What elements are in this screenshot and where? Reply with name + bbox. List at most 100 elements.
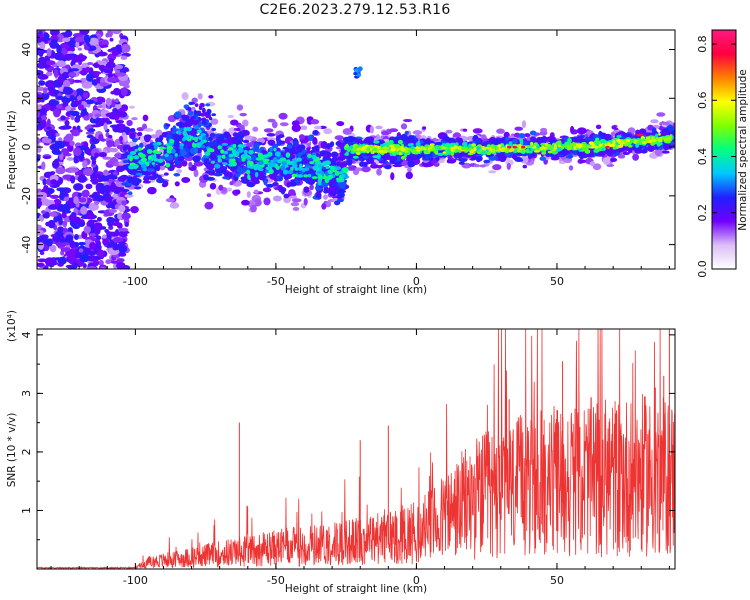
spectrogram-cell-550 — [49, 30, 60, 37]
spectrogram-cell-899 — [105, 112, 117, 118]
spectrogram-cell-494 — [102, 238, 109, 246]
spectrogram-cell-3804 — [215, 170, 225, 174]
spectrogram-cell-4766 — [642, 138, 647, 141]
spectrogram-cell-4299 — [519, 138, 524, 144]
spectrogram-cell-1201 — [617, 154, 626, 159]
spectrogram-cell-4810 — [507, 145, 512, 149]
spectrogram-cell-603 — [94, 101, 100, 105]
spectrogram-cell-3330 — [638, 128, 647, 136]
spectrogram-cell-1273 — [128, 105, 136, 109]
spectrogram-cell-1849 — [226, 187, 232, 192]
spectrogram-cell-650 — [124, 221, 129, 227]
spectrogram-cell-1912 — [473, 164, 481, 168]
spectrogram-cell-541 — [91, 124, 102, 128]
spectrogram-cell-1933 — [298, 134, 305, 140]
spectrogram-cell-1390 — [176, 169, 183, 174]
spectrogram-cell-896 — [109, 124, 120, 129]
spectrogram-x-tick-label: 0 — [413, 275, 420, 288]
spectrogram-cell-1958 — [130, 206, 139, 214]
spectrogram-cell-3785 — [276, 175, 284, 182]
spectrogram-cell-1885 — [414, 134, 422, 138]
spectrogram-cell-785 — [77, 47, 82, 51]
spectrogram-cell-1727 — [479, 164, 487, 168]
spectrogram-cell-891 — [48, 41, 58, 47]
spectrogram-cell-404 — [102, 156, 112, 160]
spectrogram-cell-1052 — [334, 135, 344, 141]
spectrogram-cell-4300 — [327, 176, 333, 180]
spectrogram-cell-734 — [106, 174, 115, 180]
chart-title: C2E6.2023.279.12.53.R16 — [259, 2, 451, 18]
spectrogram-cell-781 — [64, 30, 73, 38]
spectrogram-cell-4634 — [668, 138, 673, 142]
spectrogram-cell-4650 — [458, 146, 462, 151]
spectrogram-cell-3078 — [121, 182, 129, 186]
spectrogram-cell-617 — [67, 227, 73, 232]
spectrogram-cell-4621 — [471, 143, 476, 147]
spectrogram-cell-3400 — [188, 110, 194, 116]
spectrogram-cell-525 — [110, 218, 121, 222]
spectrogram-cell-1227 — [375, 125, 383, 130]
spectrogram-cell-3339 — [129, 127, 136, 133]
spectrogram-cell-2446 — [278, 134, 285, 138]
spectrogram-cell-4474 — [151, 162, 155, 165]
spectrogram-cell-4708 — [582, 144, 587, 148]
spectrogram-cell-2374 — [384, 165, 392, 170]
spectrogram-cell-189 — [66, 157, 75, 161]
spectrogram-cell-4508 — [221, 154, 226, 159]
colorbar-tick-label: 0.0 — [696, 260, 709, 278]
spectrogram-cell-855 — [37, 262, 45, 267]
spectrogram-cell-3698 — [172, 125, 177, 132]
spectrogram-cell-1734 — [288, 189, 296, 196]
spectrogram-cell-4490 — [401, 156, 405, 160]
spectrogram-cell-1404 — [347, 165, 356, 171]
spectrogram-cell-547 — [37, 236, 44, 244]
spectrogram-cell-886 — [112, 246, 119, 251]
spectrogram-cell-816 — [105, 259, 112, 265]
spectrogram-cell-4289 — [311, 176, 318, 180]
spectrogram-cell-4813 — [605, 145, 610, 149]
spectrogram-cell-133 — [120, 55, 128, 60]
spectrogram-cell-4691 — [618, 142, 624, 145]
spectrogram-cell-4378 — [133, 166, 138, 170]
spectrogram-cell-858 — [69, 94, 75, 102]
spectrogram-cell-3182 — [120, 188, 130, 193]
spectrogram-cell-837 — [87, 219, 99, 223]
spectrogram-cell-1994 — [165, 198, 176, 203]
spectrogram-cell-4741 — [519, 149, 526, 153]
spectrogram-cell-4526 — [567, 137, 572, 144]
spectrogram-cell-3531 — [129, 132, 136, 140]
spectrogram-cell-875 — [95, 183, 101, 192]
spectrogram-cell-4812 — [521, 145, 526, 149]
spectrogram-cell-4491 — [137, 147, 143, 151]
spectrogram-cell-3505 — [358, 157, 364, 161]
spectrogram-x-tick-label: 50 — [550, 275, 564, 288]
spectrogram-cell-4455 — [296, 157, 302, 162]
spectrogram-cell-245 — [47, 219, 56, 229]
spectrogram-cell-4798 — [587, 145, 591, 149]
spectrogram-cell-790 — [65, 234, 74, 243]
spectrogram-cell-4466 — [352, 155, 359, 159]
spectrogram-cell-4660 — [356, 148, 363, 151]
spectrogram-cell-143 — [98, 259, 104, 266]
spectrogram-cell-1028 — [209, 182, 217, 190]
spectrogram-cell-398 — [37, 116, 43, 123]
spectrogram-cell-4796 — [612, 141, 616, 145]
spectrogram-cell-4730 — [497, 144, 502, 148]
spectrogram-cell-3919 — [285, 152, 291, 158]
spectrogram-cell-4558 — [442, 151, 446, 154]
colorbar-label: Normalized spectral amplitude — [737, 69, 749, 230]
spectrogram-cell-4846 — [183, 104, 190, 109]
spectrogram-cell-1637 — [139, 136, 145, 143]
spectrogram-cell-3732 — [146, 168, 156, 172]
spectrogram-cell-3768 — [290, 181, 297, 187]
spectrogram-cell-2823 — [435, 156, 440, 162]
spectrogram-cell-4464 — [193, 136, 199, 140]
spectrogram-cell-831 — [96, 249, 105, 258]
spectrogram-cell-4851 — [187, 106, 192, 112]
spectrogram-cell-879 — [112, 171, 119, 176]
spectrogram-cell-873 — [111, 221, 122, 227]
spectrogram-cell-878 — [41, 119, 47, 128]
spectrogram-cell-1554 — [204, 201, 214, 210]
spectrogram-cell-762 — [38, 56, 47, 64]
